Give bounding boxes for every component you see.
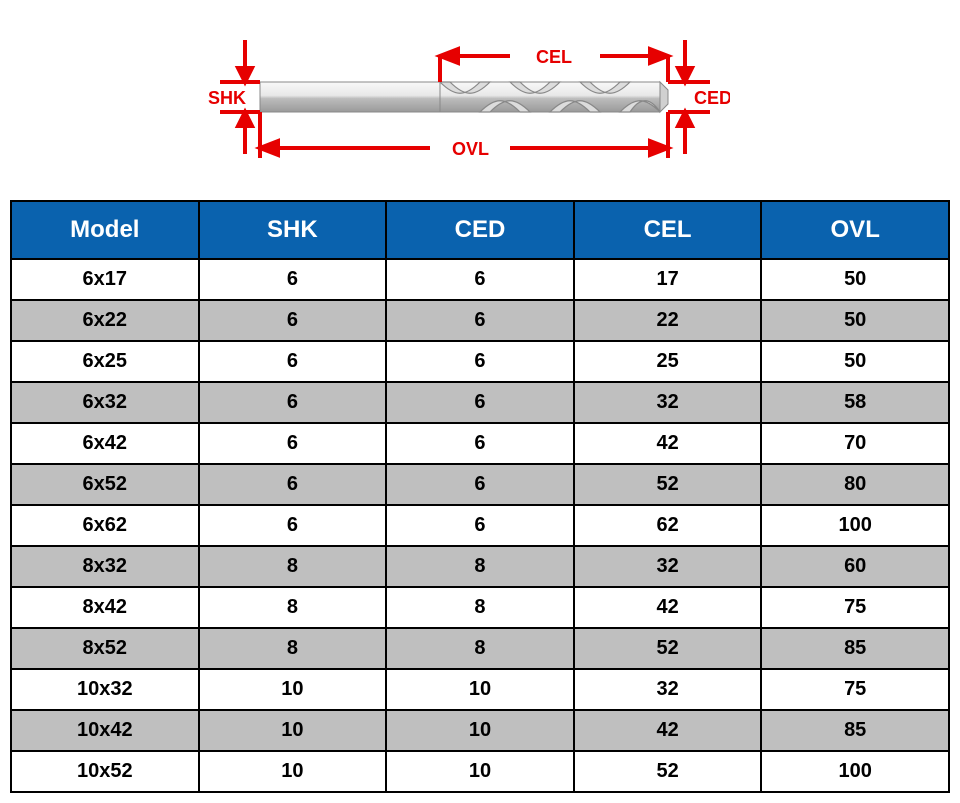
table-row: 6x17661750 xyxy=(11,259,949,300)
table-cell: 85 xyxy=(761,628,949,669)
table-cell: 6 xyxy=(199,464,387,505)
table-cell: 6x42 xyxy=(11,423,199,464)
table-cell: 10 xyxy=(199,669,387,710)
table-cell: 6 xyxy=(386,505,574,546)
table-cell: 85 xyxy=(761,710,949,751)
table-cell: 8 xyxy=(199,587,387,628)
table-cell: 6x32 xyxy=(11,382,199,423)
col-header-ovl: OVL xyxy=(761,201,949,259)
table-cell: 10 xyxy=(199,710,387,751)
table-cell: 100 xyxy=(761,751,949,792)
table-cell: 10 xyxy=(386,710,574,751)
label-cel: CEL xyxy=(536,47,572,67)
table-cell: 62 xyxy=(574,505,762,546)
table-cell: 6 xyxy=(199,423,387,464)
table-row: 10x3210103275 xyxy=(11,669,949,710)
table-header: ModelSHKCEDCELOVL xyxy=(11,201,949,259)
table-row: 6x25662550 xyxy=(11,341,949,382)
table-row: 6x32663258 xyxy=(11,382,949,423)
table-cell: 100 xyxy=(761,505,949,546)
table-row: 6x52665280 xyxy=(11,464,949,505)
table-cell: 6 xyxy=(386,464,574,505)
table-cell: 32 xyxy=(574,546,762,587)
label-shk: SHK xyxy=(208,88,246,108)
table-cell: 6 xyxy=(199,505,387,546)
table-cell: 10 xyxy=(386,751,574,792)
table-cell: 6x22 xyxy=(11,300,199,341)
label-ovl: OVL xyxy=(452,139,489,159)
table-cell: 10x32 xyxy=(11,669,199,710)
table-cell: 50 xyxy=(761,259,949,300)
table-row: 8x52885285 xyxy=(11,628,949,669)
col-header-shk: SHK xyxy=(199,201,387,259)
table-cell: 42 xyxy=(574,710,762,751)
table-cell: 8 xyxy=(386,587,574,628)
label-ced: CED xyxy=(694,88,730,108)
col-header-ced: CED xyxy=(386,201,574,259)
table-cell: 25 xyxy=(574,341,762,382)
table-cell: 52 xyxy=(574,751,762,792)
table-cell: 6 xyxy=(386,423,574,464)
table-cell: 32 xyxy=(574,669,762,710)
bit-diagram-svg: SHK CED CEL OVL xyxy=(190,10,730,190)
table-cell: 6 xyxy=(386,382,574,423)
table-cell: 80 xyxy=(761,464,949,505)
table-cell: 6 xyxy=(199,382,387,423)
table-cell: 10 xyxy=(199,751,387,792)
table-cell: 42 xyxy=(574,587,762,628)
table-row: 6x626662100 xyxy=(11,505,949,546)
table-cell: 70 xyxy=(761,423,949,464)
table-cell: 52 xyxy=(574,464,762,505)
table-cell: 8 xyxy=(199,546,387,587)
table-row: 10x52101052100 xyxy=(11,751,949,792)
table-cell: 6x17 xyxy=(11,259,199,300)
table-cell: 52 xyxy=(574,628,762,669)
table-cell: 6 xyxy=(386,341,574,382)
table-cell: 50 xyxy=(761,341,949,382)
table-row: 6x22662250 xyxy=(11,300,949,341)
table-cell: 75 xyxy=(761,587,949,628)
table-cell: 6 xyxy=(199,341,387,382)
table-cell: 60 xyxy=(761,546,949,587)
table-cell: 8x42 xyxy=(11,587,199,628)
table-cell: 58 xyxy=(761,382,949,423)
table-cell: 6x52 xyxy=(11,464,199,505)
table-cell: 22 xyxy=(574,300,762,341)
table-cell: 8x52 xyxy=(11,628,199,669)
table-row: 10x4210104285 xyxy=(11,710,949,751)
table-cell: 32 xyxy=(574,382,762,423)
table-cell: 50 xyxy=(761,300,949,341)
table-cell: 10x42 xyxy=(11,710,199,751)
spec-table: ModelSHKCEDCELOVL 6x176617506x226622506x… xyxy=(10,200,950,793)
col-header-cel: CEL xyxy=(574,201,762,259)
table-cell: 6 xyxy=(386,259,574,300)
dimension-diagram: SHK CED CEL OVL xyxy=(0,0,960,200)
table-cell: 75 xyxy=(761,669,949,710)
table-cell: 8x32 xyxy=(11,546,199,587)
table-cell: 10 xyxy=(386,669,574,710)
table-cell: 8 xyxy=(386,628,574,669)
table-body: 6x176617506x226622506x256625506x32663258… xyxy=(11,259,949,792)
col-header-model: Model xyxy=(11,201,199,259)
table-row: 6x42664270 xyxy=(11,423,949,464)
table-row: 8x32883260 xyxy=(11,546,949,587)
table-cell: 6x62 xyxy=(11,505,199,546)
table-cell: 6 xyxy=(386,300,574,341)
table-cell: 10x52 xyxy=(11,751,199,792)
table-cell: 6x25 xyxy=(11,341,199,382)
table-cell: 6 xyxy=(199,259,387,300)
table-cell: 42 xyxy=(574,423,762,464)
table-cell: 17 xyxy=(574,259,762,300)
table-row: 8x42884275 xyxy=(11,587,949,628)
table-cell: 8 xyxy=(199,628,387,669)
table-cell: 8 xyxy=(386,546,574,587)
table-cell: 6 xyxy=(199,300,387,341)
